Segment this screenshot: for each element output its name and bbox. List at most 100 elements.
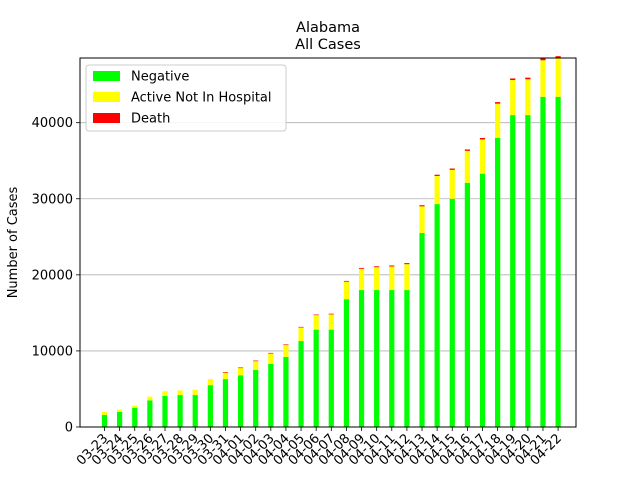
bar-segment-active-not-in-hospital bbox=[298, 327, 304, 342]
legend-swatch bbox=[93, 113, 120, 123]
y-tick-label: 30000 bbox=[32, 192, 73, 207]
bar-segment-active-not-in-hospital bbox=[222, 372, 229, 380]
bar-segment-death bbox=[268, 352, 274, 354]
legend-box bbox=[85, 64, 287, 132]
bar-segment-negative bbox=[162, 395, 168, 427]
y-tick-label: 40000 bbox=[32, 116, 73, 131]
bar-segment-death bbox=[328, 313, 334, 315]
y-axis-ticks: 0 10000 20000 30000 40000 bbox=[32, 116, 80, 436]
bar-segment-negative bbox=[147, 400, 153, 427]
bar-segment-negative bbox=[419, 232, 425, 427]
bar-segment-active-not-in-hospital bbox=[479, 139, 486, 174]
bar-segment-active-not-in-hospital bbox=[374, 267, 380, 291]
bar-segment-death bbox=[389, 265, 395, 267]
bar-segment-negative bbox=[283, 357, 289, 427]
bar-segment-active-not-in-hospital bbox=[555, 58, 561, 97]
bar-segment-active-not-in-hospital bbox=[117, 409, 123, 412]
bar-segment-negative bbox=[358, 290, 365, 427]
bar-segment-active-not-in-hospital bbox=[237, 367, 244, 376]
bar-segment-negative bbox=[464, 182, 470, 427]
bar-segment-death bbox=[525, 77, 531, 80]
bar-segment-death bbox=[298, 326, 304, 328]
bar-segment-negative bbox=[540, 96, 546, 427]
bar-segment-death bbox=[253, 360, 259, 362]
bar-segment-death bbox=[449, 168, 455, 170]
bar-segment-negative bbox=[207, 385, 213, 427]
bar-segment-death bbox=[479, 137, 486, 140]
bar-segment-negative bbox=[525, 115, 531, 427]
bar-segment-death bbox=[510, 78, 516, 81]
bar-segment-negative bbox=[374, 290, 380, 427]
bar-segment-death bbox=[374, 266, 380, 268]
bar-segment-active-not-in-hospital bbox=[207, 379, 213, 386]
bar-segment-negative bbox=[132, 407, 138, 427]
bar-segment-negative bbox=[495, 137, 501, 427]
legend-label: Death bbox=[131, 112, 170, 127]
bar-segment-negative bbox=[237, 375, 244, 427]
bar-segment-death bbox=[434, 174, 440, 176]
bar-segment-active-not-in-hospital bbox=[434, 175, 440, 205]
bar-segment-negative bbox=[404, 290, 410, 427]
bar-segment-active-not-in-hospital bbox=[268, 353, 274, 364]
bar-segment-active-not-in-hospital bbox=[464, 150, 470, 183]
bar-segment-death bbox=[222, 372, 229, 373]
bar-segment-active-not-in-hospital bbox=[177, 390, 183, 396]
bar-segment-negative bbox=[268, 363, 274, 427]
bar-segment-negative bbox=[389, 290, 395, 427]
bar-segment-death bbox=[555, 56, 561, 58]
bar-segment-death bbox=[540, 58, 546, 61]
y-tick-label: 0 bbox=[65, 421, 73, 436]
bar-segment-active-not-in-hospital bbox=[162, 391, 168, 396]
bar-segment-death bbox=[343, 280, 350, 282]
legend-swatch bbox=[93, 71, 120, 81]
bar-segment-active-not-in-hospital bbox=[449, 169, 455, 199]
bar-segment-active-not-in-hospital bbox=[358, 268, 365, 291]
bar-segment-negative bbox=[101, 414, 108, 427]
chart-title-line-1: Alabama bbox=[296, 20, 360, 36]
chart-title-line-2: All Cases bbox=[295, 37, 361, 53]
y-gridlines bbox=[80, 122, 576, 428]
y-axis-label: Number of Cases bbox=[6, 186, 21, 298]
bar-segment-active-not-in-hospital bbox=[404, 264, 410, 291]
bar-segment-negative bbox=[298, 341, 304, 427]
bar-segment-active-not-in-hospital bbox=[132, 405, 138, 408]
bar-segment-active-not-in-hospital bbox=[147, 396, 153, 401]
legend-swatch bbox=[93, 92, 120, 102]
bar-series-group bbox=[101, 56, 561, 427]
bar-segment-active-not-in-hospital bbox=[283, 344, 289, 358]
bar-segment-negative bbox=[449, 198, 455, 427]
bar-segment-negative bbox=[510, 115, 516, 427]
bar-segment-death bbox=[419, 205, 425, 207]
bar-segment-active-not-in-hospital bbox=[328, 314, 334, 330]
bar-segment-active-not-in-hospital bbox=[495, 103, 501, 138]
bar-segment-active-not-in-hospital bbox=[525, 79, 531, 116]
legend-label: Active Not In Hospital bbox=[131, 91, 272, 106]
bar-segment-negative bbox=[117, 411, 123, 427]
plot-area-frame bbox=[79, 57, 577, 428]
bar-segment-death bbox=[313, 314, 319, 316]
bar-segment-negative bbox=[313, 329, 319, 427]
bar-segment-death bbox=[464, 149, 470, 151]
legend-label: Negative bbox=[131, 70, 189, 85]
bar-segment-active-not-in-hospital bbox=[313, 315, 319, 330]
bar-segment-active-not-in-hospital bbox=[419, 206, 425, 233]
bar-segment-death bbox=[237, 367, 244, 369]
bar-segment-death bbox=[283, 344, 289, 346]
bar-segment-active-not-in-hospital bbox=[510, 80, 516, 116]
bar-segment-active-not-in-hospital bbox=[389, 266, 395, 291]
bar-segment-death bbox=[358, 267, 365, 269]
y-tick-label: 10000 bbox=[32, 344, 73, 359]
bar-segment-active-not-in-hospital bbox=[343, 281, 350, 300]
x-axis-ticks: 03-2303-2403-2503-2603-2703-2803-2903-30… bbox=[74, 427, 565, 469]
bar-segment-death bbox=[404, 263, 410, 265]
bar-segment-negative bbox=[222, 379, 229, 427]
bar-segment-death bbox=[495, 102, 501, 104]
y-tick-label: 20000 bbox=[32, 268, 73, 283]
bar-segment-active-not-in-hospital bbox=[253, 360, 259, 370]
bar-segment-active-not-in-hospital bbox=[192, 389, 198, 396]
bar-segment-negative bbox=[343, 299, 350, 427]
bar-segment-active-not-in-hospital bbox=[101, 411, 108, 415]
legend: Negative Active Not In Hospital Death bbox=[85, 64, 287, 132]
bar-segment-negative bbox=[434, 204, 440, 427]
